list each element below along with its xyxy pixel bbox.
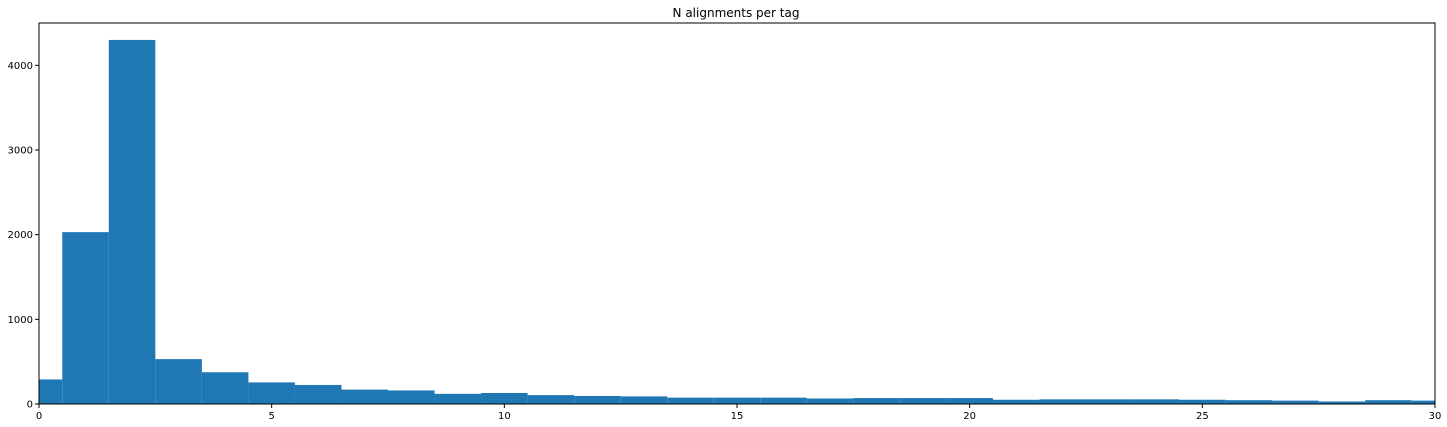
histogram-bar (1039, 399, 1086, 404)
histogram-bar (388, 390, 435, 404)
y-tick-label: 0 (27, 400, 33, 411)
bars-group (39, 39, 1435, 404)
histogram-bar (108, 39, 156, 404)
histogram-bar (1365, 400, 1412, 404)
y-axis-ticks: 0 1000 2000 3000 4000 (8, 61, 39, 411)
x-tick-label: 0 (36, 411, 42, 422)
histogram-bar (481, 392, 528, 404)
x-tick-label: 20 (963, 411, 976, 422)
histogram-bar (434, 393, 482, 404)
y-tick-label: 2000 (8, 230, 33, 241)
histogram-bar (667, 397, 714, 404)
histogram-bar (760, 397, 807, 404)
histogram-bar (574, 395, 621, 404)
histogram-bar (39, 379, 63, 404)
histogram-bar (62, 232, 109, 404)
histogram-bar (1132, 399, 1180, 404)
histogram-bar (806, 398, 854, 404)
histogram-bar (713, 397, 761, 404)
histogram-bar (294, 384, 342, 404)
plot-frame (38, 22, 1436, 405)
chart-title: N alignments per tag (673, 6, 800, 20)
histogram-bar (946, 398, 993, 404)
x-tick-label: 30 (1429, 411, 1442, 422)
x-tick-label: 10 (498, 411, 511, 422)
histogram-bar (155, 359, 202, 404)
x-tick-label: 5 (268, 411, 274, 422)
histogram-bar (853, 398, 900, 404)
histogram-bar (201, 372, 249, 404)
x-tick-label: 25 (1196, 411, 1209, 422)
histogram-bar (1086, 399, 1133, 404)
histogram-bar (1318, 401, 1366, 404)
x-tick-label: 15 (731, 411, 744, 422)
y-tick-label: 4000 (8, 61, 33, 72)
histogram-bar (1225, 400, 1273, 404)
histogram-bar (527, 395, 575, 404)
histogram-bar (1272, 400, 1319, 404)
histogram-bar (1411, 400, 1435, 404)
histogram-bar (992, 399, 1040, 404)
histogram-bar (899, 398, 947, 404)
y-tick-label: 1000 (8, 315, 33, 326)
histogram-bar (620, 396, 668, 404)
histogram-bar (248, 382, 295, 404)
histogram-bar (1179, 399, 1226, 404)
x-axis-ticks: 0 5 10 15 20 25 30 (36, 404, 1442, 422)
y-tick-label: 3000 (8, 146, 33, 157)
histogram-bar (341, 389, 388, 404)
